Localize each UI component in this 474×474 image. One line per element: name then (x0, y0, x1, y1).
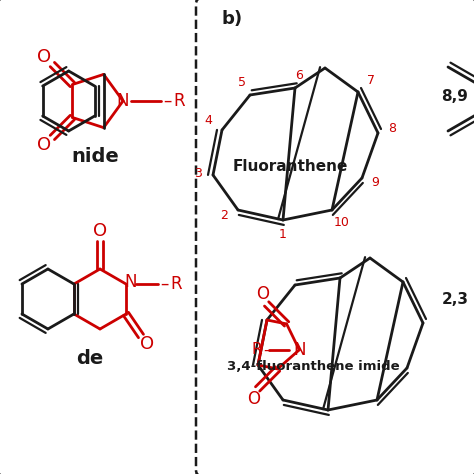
Text: –: – (264, 342, 271, 357)
Text: 8,9: 8,9 (442, 89, 468, 103)
Text: 7: 7 (367, 73, 375, 86)
Text: 3,4-fluoranthene imide: 3,4-fluoranthene imide (227, 361, 399, 374)
Text: Fluoranthene: Fluoranthene (232, 158, 348, 173)
Text: 9: 9 (371, 175, 379, 189)
FancyBboxPatch shape (196, 0, 474, 474)
Text: –: – (163, 92, 171, 110)
Text: 6: 6 (295, 69, 303, 82)
Text: N: N (293, 341, 306, 359)
Text: O: O (37, 137, 51, 155)
Text: O: O (247, 390, 260, 408)
Text: R: R (252, 342, 263, 357)
Text: O: O (37, 47, 51, 65)
Text: 5: 5 (238, 75, 246, 89)
Text: 2: 2 (220, 209, 228, 221)
FancyBboxPatch shape (0, 0, 198, 474)
Text: 8: 8 (388, 121, 396, 135)
Text: N: N (125, 273, 137, 291)
Text: O: O (93, 222, 107, 240)
Text: O: O (256, 285, 269, 303)
Text: R: R (173, 92, 185, 110)
Text: nide: nide (71, 146, 119, 165)
Text: 2,3: 2,3 (441, 292, 468, 307)
Text: 3: 3 (194, 166, 202, 180)
Text: N: N (117, 92, 129, 110)
Text: de: de (76, 349, 104, 368)
Text: 10: 10 (334, 216, 350, 228)
Text: O: O (140, 335, 154, 353)
Text: 4: 4 (204, 113, 212, 127)
Text: 1: 1 (279, 228, 287, 240)
Text: R: R (170, 275, 182, 293)
Text: –: – (160, 275, 168, 293)
Text: b): b) (222, 10, 243, 28)
